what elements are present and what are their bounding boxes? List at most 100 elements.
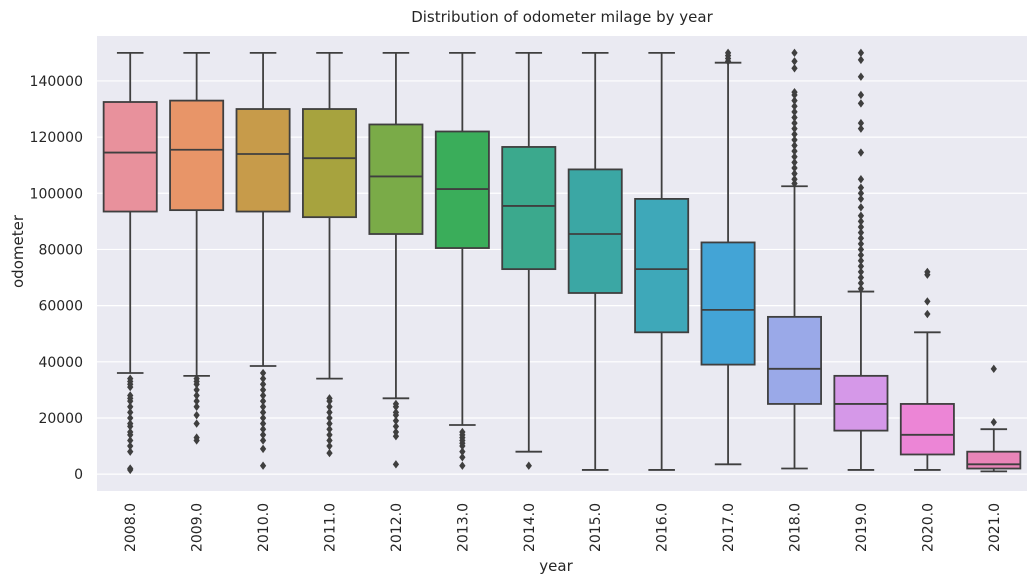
x-tick-label: 2016.0 [655, 503, 671, 552]
box-2009.0 [169, 51, 225, 445]
outlier-point [459, 453, 466, 462]
y-tick-label: 20000 [38, 411, 83, 427]
outlier-point [193, 402, 200, 411]
box-2015.0 [567, 51, 623, 471]
box-2008.0 [102, 51, 158, 475]
outlier-point [724, 48, 732, 58]
outlier-point [924, 297, 931, 306]
outlier-point [127, 374, 134, 383]
outlier-point [127, 447, 134, 456]
outlier-point [791, 64, 798, 73]
outlier-point [791, 146, 798, 156]
outlier-point [791, 107, 798, 117]
box-2011.0 [302, 51, 357, 458]
outlier-point [791, 96, 798, 105]
outlier-point [857, 118, 865, 128]
outlier-point [857, 124, 865, 133]
outlier-point [326, 394, 333, 403]
outlier-point [857, 284, 865, 293]
outlier-point [259, 436, 267, 445]
iqr-box [102, 101, 158, 213]
outlier-point [127, 464, 134, 473]
box-2016.0 [634, 51, 690, 471]
x-tick-label: 2015.0 [588, 503, 604, 552]
y-tick-label: 80000 [38, 242, 83, 258]
outlier-point [392, 399, 400, 409]
box-2018.0 [767, 48, 822, 470]
outlier-point [791, 130, 798, 139]
x-tick-label: 2012.0 [389, 503, 405, 552]
outlier-point [791, 102, 798, 111]
outlier-point [259, 374, 267, 383]
chart-title: Distribution of odometer milage by year [411, 8, 713, 26]
outlier-point [791, 158, 798, 167]
box-2020.0 [899, 267, 955, 471]
y-tick-label: 40000 [38, 355, 83, 371]
iqr-box [634, 198, 690, 334]
outlier-point [259, 402, 267, 411]
iqr-box [368, 123, 424, 235]
outlier-point [857, 203, 865, 212]
outlier-point [924, 267, 931, 277]
outlier-point [127, 441, 134, 451]
outlier-point [459, 447, 466, 456]
outlier-point [259, 385, 267, 395]
outlier-point [326, 441, 333, 451]
outlier-point [259, 430, 267, 440]
outlier-point [857, 262, 865, 271]
outlier-point [791, 48, 798, 58]
y-tick-label: 0 [74, 467, 83, 483]
outlier-point [259, 396, 267, 406]
outlier-point [857, 256, 865, 265]
outlier-point [193, 396, 200, 406]
iqr-box [700, 241, 756, 366]
outlier-point [259, 419, 267, 428]
iqr-box [501, 146, 557, 271]
outlier-point [525, 461, 532, 470]
outlier-point [326, 419, 333, 428]
outlier-point [791, 169, 798, 178]
x-tick-label: 2010.0 [256, 503, 272, 552]
y-tick-label: 140000 [30, 74, 83, 90]
x-tick-label: 2009.0 [190, 503, 206, 552]
y-tick-label: 120000 [30, 130, 83, 146]
iqr-box [767, 315, 822, 405]
iqr-box [567, 168, 623, 294]
outlier-point [857, 217, 865, 226]
x-tick-label: 2011.0 [323, 503, 339, 552]
outlier-point [459, 461, 466, 470]
iqr-box [235, 108, 291, 213]
outlier-point [392, 432, 400, 441]
outlier-point [259, 444, 267, 454]
outlier-point [857, 183, 865, 192]
outlier-point [193, 374, 200, 383]
outlier-point [326, 413, 333, 423]
outlier-point [857, 222, 865, 232]
outlier-point [127, 402, 134, 411]
outlier-point [791, 113, 798, 122]
outlier-point [857, 267, 865, 277]
outlier-point [857, 245, 865, 254]
box-2014.0 [501, 51, 557, 470]
outlier-point [857, 194, 865, 204]
outlier-point [857, 175, 865, 184]
outlier-point [193, 419, 200, 428]
outlier-point [127, 391, 134, 400]
outlier-point [326, 425, 333, 434]
box-2019.0 [833, 48, 889, 471]
iqr-box [169, 99, 225, 212]
outlier-point [791, 57, 798, 66]
outlier-point [193, 391, 200, 400]
y-tick-label: 100000 [30, 186, 83, 202]
outlier-point [791, 175, 798, 184]
box-2010.0 [235, 51, 291, 470]
outlier-point [857, 148, 865, 157]
outlier-point [392, 408, 400, 417]
outlier-point [857, 211, 865, 220]
outlier-point [259, 380, 267, 389]
outlier-point [193, 385, 200, 395]
y-tick-label: 60000 [38, 299, 83, 315]
outlier-point [326, 402, 333, 411]
outlier-point [857, 189, 865, 198]
